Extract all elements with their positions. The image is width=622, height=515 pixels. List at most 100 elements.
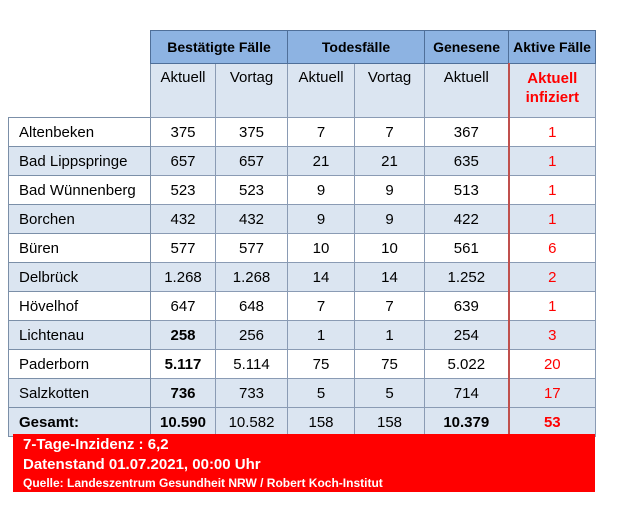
cell-t-akt: 5 bbox=[287, 378, 356, 408]
cell-gen: 635 bbox=[424, 146, 510, 176]
row-name: Gesamt: bbox=[8, 407, 151, 437]
cell-aktiv: 20 bbox=[507, 349, 597, 379]
cell-b-akt: 5.117 bbox=[150, 349, 216, 379]
cell-t-akt: 9 bbox=[287, 204, 356, 234]
row-name: Paderborn bbox=[8, 349, 151, 379]
cell-b-akt: 10.590 bbox=[150, 407, 216, 437]
subheader-aktuell-infiziert: Aktuell infiziert bbox=[507, 63, 597, 118]
cell-aktiv: 3 bbox=[507, 320, 597, 350]
table-row: Paderborn 5.117 5.114 75 75 5.022 20 bbox=[8, 349, 597, 379]
cell-b-vor: 5.114 bbox=[214, 349, 289, 379]
cell-b-vor: 432 bbox=[214, 204, 289, 234]
cell-t-akt: 1 bbox=[287, 320, 356, 350]
row-name: Altenbeken bbox=[8, 117, 151, 147]
cell-gen: 1.252 bbox=[424, 262, 510, 292]
row-name: Hövelhof bbox=[8, 291, 151, 321]
cell-aktiv: 1 bbox=[507, 146, 597, 176]
cell-b-akt: 647 bbox=[150, 291, 216, 321]
cell-aktiv: 6 bbox=[507, 233, 597, 263]
cell-b-vor: 577 bbox=[214, 233, 289, 263]
subheader-bestaetigt-vortag: Vortag bbox=[214, 63, 289, 118]
table-row: Altenbeken 375 375 7 7 367 1 bbox=[8, 117, 597, 147]
datenstand-text: Datenstand 01.07.2021, 00:00 Uhr bbox=[23, 456, 261, 473]
cell-t-vor: 14 bbox=[354, 262, 426, 292]
cell-t-vor: 7 bbox=[354, 117, 426, 147]
cell-b-akt: 258 bbox=[150, 320, 216, 350]
cell-t-akt: 75 bbox=[287, 349, 356, 379]
cell-aktiv: 1 bbox=[507, 117, 597, 147]
cell-gen: 422 bbox=[424, 204, 510, 234]
cell-t-akt: 158 bbox=[287, 407, 356, 437]
cell-t-vor: 158 bbox=[354, 407, 426, 437]
cell-t-vor: 9 bbox=[354, 204, 426, 234]
cell-t-akt: 7 bbox=[287, 117, 356, 147]
covid-stats-table: Bestätigte Fälle Todesfälle Genesene Akt… bbox=[8, 30, 597, 437]
table-row: Salzkotten 736 733 5 5 714 17 bbox=[8, 378, 597, 408]
cell-t-vor: 1 bbox=[354, 320, 426, 350]
cell-b-vor: 648 bbox=[214, 291, 289, 321]
cell-b-vor: 10.582 bbox=[214, 407, 289, 437]
table-row: Delbrück 1.268 1.268 14 14 1.252 2 bbox=[8, 262, 597, 292]
cell-b-akt: 375 bbox=[150, 117, 216, 147]
table-row: Büren 577 577 10 10 561 6 bbox=[8, 233, 597, 263]
cell-b-vor: 523 bbox=[214, 175, 289, 205]
cell-t-akt: 7 bbox=[287, 291, 356, 321]
cell-aktiv: 1 bbox=[507, 204, 597, 234]
corner-blank-2 bbox=[8, 63, 151, 118]
cell-t-akt: 21 bbox=[287, 146, 356, 176]
corner-blank bbox=[8, 30, 151, 64]
cell-aktiv: 1 bbox=[507, 291, 597, 321]
cell-gen: 513 bbox=[424, 175, 510, 205]
cell-gen: 714 bbox=[424, 378, 510, 408]
subheader-tod-vortag: Vortag bbox=[354, 63, 426, 118]
cell-t-vor: 5 bbox=[354, 378, 426, 408]
cell-gen: 561 bbox=[424, 233, 510, 263]
cell-gen: 5.022 bbox=[424, 349, 510, 379]
subheader-genesene-aktuell: Aktuell bbox=[424, 63, 510, 118]
cell-t-vor: 10 bbox=[354, 233, 426, 263]
cell-t-akt: 10 bbox=[287, 233, 356, 263]
cell-t-akt: 14 bbox=[287, 262, 356, 292]
row-name: Bad Wünnenberg bbox=[8, 175, 151, 205]
cell-b-akt: 523 bbox=[150, 175, 216, 205]
header-aktive-faelle: Aktive Fälle bbox=[508, 30, 597, 64]
cell-b-vor: 733 bbox=[214, 378, 289, 408]
row-name: Büren bbox=[8, 233, 151, 263]
info-footer: 7-Tage-Inzidenz : 6,2 Datenstand 01.07.2… bbox=[13, 434, 595, 492]
cell-gen: 254 bbox=[424, 320, 510, 350]
cell-aktiv: 2 bbox=[507, 262, 597, 292]
cell-gen: 367 bbox=[424, 117, 510, 147]
row-name: Borchen bbox=[8, 204, 151, 234]
row-name: Bad Lippspringe bbox=[8, 146, 151, 176]
cell-aktiv: 1 bbox=[507, 175, 597, 205]
subheader-tod-aktuell: Aktuell bbox=[287, 63, 356, 118]
table-row: Bad Wünnenberg 523 523 9 9 513 1 bbox=[8, 175, 597, 205]
row-name: Salzkotten bbox=[8, 378, 151, 408]
cell-b-vor: 1.268 bbox=[214, 262, 289, 292]
cell-t-akt: 9 bbox=[287, 175, 356, 205]
cell-t-vor: 7 bbox=[354, 291, 426, 321]
cell-b-vor: 256 bbox=[214, 320, 289, 350]
cell-b-akt: 1.268 bbox=[150, 262, 216, 292]
cell-b-akt: 577 bbox=[150, 233, 216, 263]
cell-t-vor: 21 bbox=[354, 146, 426, 176]
cell-gen: 639 bbox=[424, 291, 510, 321]
total-row: Gesamt: 10.590 10.582 158 158 10.379 53 bbox=[8, 407, 597, 437]
cell-aktiv: 53 bbox=[507, 407, 597, 437]
cell-b-akt: 432 bbox=[150, 204, 216, 234]
cell-b-vor: 657 bbox=[214, 146, 289, 176]
row-name: Delbrück bbox=[8, 262, 151, 292]
row-name: Lichtenau bbox=[8, 320, 151, 350]
table-row: Bad Lippspringe 657 657 21 21 635 1 bbox=[8, 146, 597, 176]
subheader-bestaetigt-aktuell: Aktuell bbox=[150, 63, 216, 118]
cell-gen: 10.379 bbox=[424, 407, 510, 437]
table-row: Lichtenau 258 256 1 1 254 3 bbox=[8, 320, 597, 350]
header-bestaetigte-faelle: Bestätigte Fälle bbox=[149, 30, 289, 64]
table-row: Borchen 432 432 9 9 422 1 bbox=[8, 204, 597, 234]
cell-b-akt: 736 bbox=[150, 378, 216, 408]
cell-b-akt: 657 bbox=[150, 146, 216, 176]
cell-b-vor: 375 bbox=[214, 117, 289, 147]
cell-t-vor: 9 bbox=[354, 175, 426, 205]
cell-aktiv: 17 bbox=[507, 378, 597, 408]
quelle-text: Quelle: Landeszentrum Gesundheit NRW / R… bbox=[23, 476, 383, 490]
